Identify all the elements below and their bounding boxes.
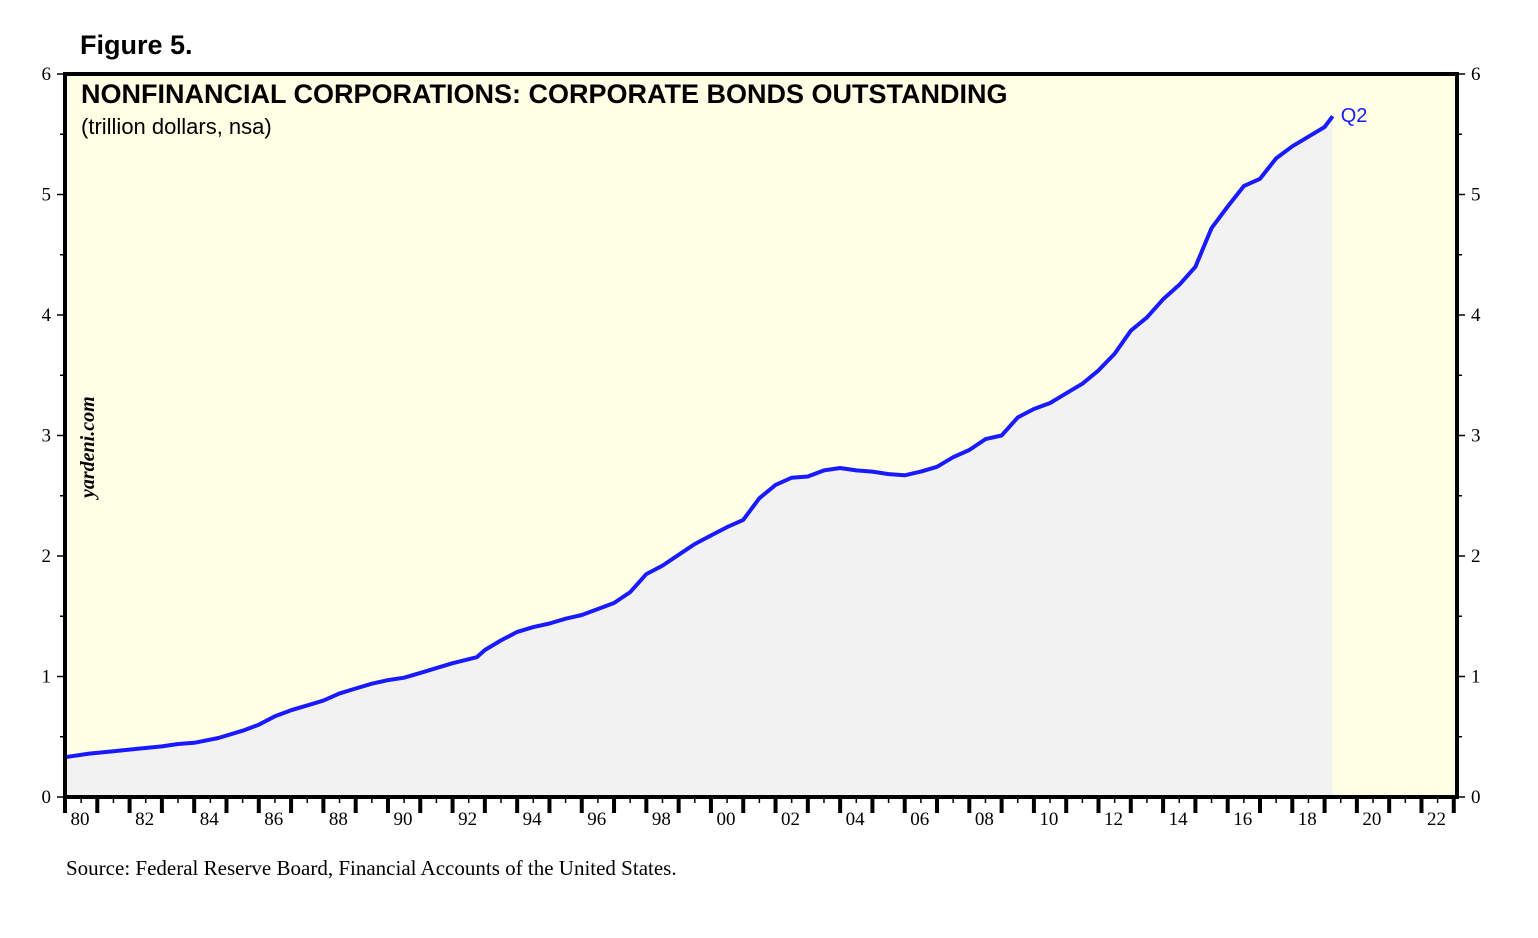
x-tick-label: 86 [264, 809, 283, 830]
y-tick-label-left: 3 [42, 426, 52, 447]
y-tick-label-right: 6 [1471, 64, 1481, 85]
x-tick-label: 12 [1104, 809, 1123, 830]
x-tick-label: 84 [200, 809, 220, 830]
y-tick-label-right: 1 [1471, 667, 1481, 688]
y-tick-label-left: 4 [42, 305, 52, 326]
x-tick-label: 04 [846, 809, 866, 830]
x-tick-label: 94 [523, 809, 543, 830]
source-note: Source: Federal Reserve Board, Financial… [66, 856, 677, 880]
x-tick-label: 10 [1039, 809, 1058, 830]
plot-frame [63, 72, 1459, 799]
end-annotation: Q2 [1341, 105, 1368, 127]
y-tick-label-left: 2 [42, 546, 52, 567]
y-tick-label-right: 4 [1471, 305, 1481, 326]
chart-subtitle: (trillion dollars, nsa) [81, 114, 272, 139]
y-tick-label-right: 3 [1471, 426, 1481, 447]
y-tick-label-left: 6 [42, 64, 52, 85]
x-tick-label: 96 [587, 809, 606, 830]
x-tick-label: 88 [329, 809, 348, 830]
x-tick-label: 98 [652, 809, 671, 830]
y-tick-label-left: 0 [42, 787, 52, 808]
series-area [65, 116, 1333, 797]
x-tick-label: 92 [458, 809, 477, 830]
y-tick-label-right: 5 [1471, 185, 1481, 206]
series-line [64, 114, 1335, 760]
x-tick-label: 02 [781, 809, 800, 830]
x-tick-label: 14 [1169, 809, 1189, 830]
right-axis-labels: 0 1 2 3 4 5 6 [1471, 64, 1481, 808]
y-tick-label-left: 5 [42, 185, 52, 206]
x-tick-label: 20 [1362, 809, 1381, 830]
y-tick-label-left: 1 [42, 667, 52, 688]
y-tick-label-right: 0 [1471, 787, 1481, 808]
figure-label: Figure 5. [80, 30, 193, 60]
chart-title: NONFINANCIAL CORPORATIONS: CORPORATE BON… [81, 79, 1008, 109]
x-tick-label: 16 [1233, 809, 1252, 830]
x-tick-label: 82 [135, 809, 154, 830]
x-tick-label: 22 [1427, 809, 1446, 830]
x-tick-label: 06 [910, 809, 929, 830]
x-tick-label: 18 [1298, 809, 1317, 830]
watermark: yardeni.com [77, 396, 99, 500]
x-tick-label: 08 [975, 809, 994, 830]
left-axis-labels: 0 1 2 3 4 5 6 [42, 64, 52, 808]
y-tick-label-right: 2 [1471, 546, 1481, 567]
x-tick-label: 80 [71, 809, 90, 830]
x-tick-label: 00 [716, 809, 735, 830]
x-tick-label: 90 [393, 809, 412, 830]
bottom-axis-ticks [63, 797, 1456, 813]
bottom-axis-labels: 80 82 84 86 88 90 92 94 96 98 00 02 04 06 08 10 12 14 16 18… [71, 809, 1446, 830]
